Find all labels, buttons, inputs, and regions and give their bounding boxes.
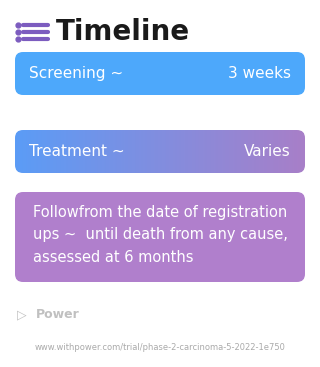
FancyBboxPatch shape — [15, 192, 305, 282]
Text: Treatment ~: Treatment ~ — [29, 144, 124, 159]
Text: Followfrom the date of registration
ups ~  until death from any cause,
assessed : Followfrom the date of registration ups … — [33, 205, 287, 265]
Text: Power: Power — [36, 309, 80, 321]
Text: 3 weeks: 3 weeks — [228, 66, 291, 81]
FancyBboxPatch shape — [15, 52, 305, 95]
Text: Varies: Varies — [244, 144, 291, 159]
Text: Timeline: Timeline — [56, 18, 190, 46]
Text: www.withpower.com/trial/phase-2-carcinoma-5-2022-1e750: www.withpower.com/trial/phase-2-carcinom… — [35, 342, 285, 352]
Text: ▷: ▷ — [17, 309, 27, 321]
Text: Screening ~: Screening ~ — [29, 66, 123, 81]
